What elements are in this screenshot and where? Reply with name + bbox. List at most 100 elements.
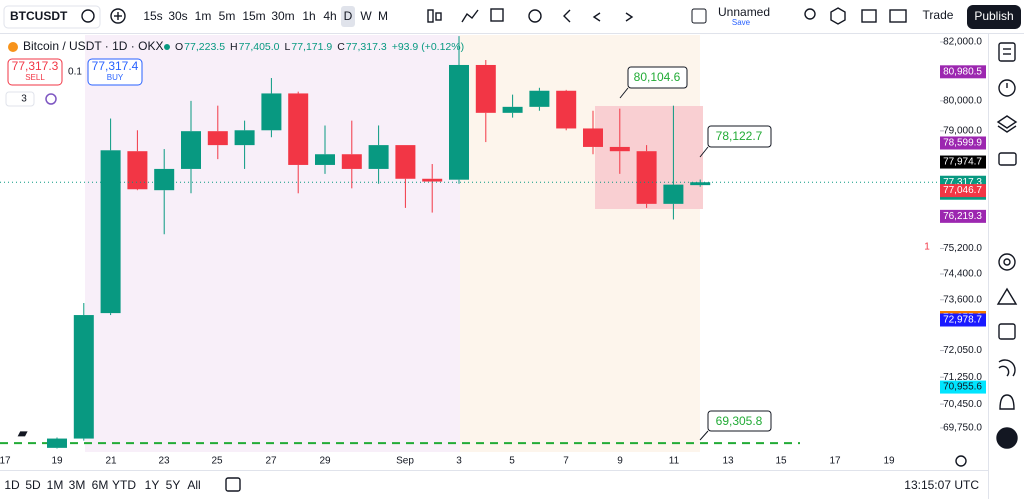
y-tick-label: 73,600.0: [943, 294, 982, 305]
price-label-bg: [940, 136, 986, 150]
price-label-bg: [940, 209, 986, 223]
candle-body: [127, 151, 148, 190]
y-tick-label: 79,000.0: [943, 126, 982, 137]
y-tick-label: 74,400.0: [943, 269, 982, 280]
range-button[interactable]: All: [187, 478, 200, 492]
ohlc-key: H: [230, 41, 238, 53]
range-button[interactable]: 5Y: [166, 478, 181, 492]
indicator-fill: [460, 35, 700, 452]
callout-text: 78,122.7: [716, 129, 763, 143]
chart: 82,000.0 80,000.0 79,000.0 75,200.0 74,400.0…: [0, 36, 986, 467]
ohlc-key: O: [175, 41, 183, 53]
candle-body: [368, 145, 389, 169]
checkbox[interactable]: [691, 8, 707, 24]
sync-icon[interactable]: [45, 93, 57, 105]
candle-body: [47, 438, 67, 448]
settings-icon[interactable]: [955, 455, 967, 467]
x-tick-label: 25: [211, 456, 223, 467]
spread: 0.1: [68, 67, 82, 78]
market-dot: [164, 44, 170, 50]
candle-body: [73, 315, 94, 439]
x-tick-label: 23: [158, 456, 170, 467]
interval[interactable]: 1m: [195, 9, 212, 23]
interval[interactable]: M: [378, 9, 388, 23]
y-tick-label: 75,200.0: [943, 243, 982, 254]
range-button[interactable]: 5D: [25, 478, 41, 492]
clock: 13:15:07 UTC: [904, 478, 979, 492]
price-label-bg: [940, 155, 986, 169]
interval[interactable]: 4h: [323, 9, 336, 23]
publish-label[interactable]: Publish: [974, 9, 1013, 23]
callout-text: 80,104.6: [634, 70, 681, 84]
indicators-toggle[interactable]: [5, 91, 35, 107]
callout-text: 69,305.8: [716, 414, 763, 428]
buy-button[interactable]: [87, 58, 143, 86]
x-tick-label: 9: [617, 456, 623, 467]
candle-body: [234, 130, 255, 146]
interval[interactable]: 30s: [168, 9, 187, 23]
interval-bar: 15s 30s 1m 5m 15m 30m 1h 4h D W M: [143, 6, 388, 27]
price-label: 72,978.7: [943, 315, 982, 326]
interval[interactable]: 15s: [143, 9, 162, 23]
x-tick-label: 13: [722, 456, 734, 467]
callout-box: [627, 66, 688, 89]
interval[interactable]: 30m: [271, 9, 294, 23]
sell-label[interactable]: SELL: [25, 73, 45, 82]
candle-body: [636, 151, 657, 204]
range-button[interactable]: 6M: [92, 478, 109, 492]
callout-box: [707, 410, 772, 432]
x-tick-label: 3: [456, 456, 462, 467]
price-label: 77,317.3: [943, 177, 982, 188]
x-tick-label: 29: [319, 456, 331, 467]
x-tick-label: 19: [51, 456, 63, 467]
candle-body: [583, 128, 603, 147]
sidebar: [996, 42, 1018, 449]
interval[interactable]: 15m: [242, 9, 265, 23]
layout-name[interactable]: Unnamed: [718, 5, 770, 19]
candle-body: [315, 154, 335, 165]
price-label: 80,980.5: [943, 66, 982, 77]
price-label: 76,219.3: [943, 211, 982, 222]
candle-body: [181, 131, 201, 169]
candle-body: [609, 146, 630, 152]
range-button[interactable]: 1Y: [145, 478, 160, 492]
symbol-search[interactable]: [3, 5, 101, 29]
y-tick-label: 69,750.0: [943, 423, 982, 434]
ohlc-value: 77,223.5: [184, 41, 225, 53]
candle-body: [556, 90, 577, 129]
symbol[interactable]: BTCUSDT: [10, 9, 68, 23]
alert-marker: 1: [924, 242, 930, 253]
range-button[interactable]: 1M: [47, 478, 64, 492]
buy-label[interactable]: BUY: [107, 73, 124, 82]
callout-pointer: [619, 87, 629, 99]
y-tick-label: 82,000.0: [943, 37, 982, 48]
interval[interactable]: W: [360, 9, 372, 23]
trade-button[interactable]: Trade: [923, 8, 954, 22]
range-button[interactable]: 1D: [4, 478, 20, 492]
indicators-count[interactable]: 3: [21, 94, 27, 105]
interval[interactable]: 5m: [219, 9, 236, 23]
ohlc-value: 77,317.3: [346, 41, 387, 53]
x-tick-label: Sep: [396, 456, 414, 467]
buy-price[interactable]: 77,317.4: [92, 59, 139, 73]
range-button[interactable]: YTD: [112, 478, 136, 492]
interval[interactable]: D: [344, 9, 353, 23]
date-range-icon[interactable]: [225, 477, 241, 492]
candle-body: [663, 184, 684, 204]
y-tick-label: 72,050.0: [943, 345, 982, 356]
x-tick-label: 5: [509, 456, 515, 467]
sell-button[interactable]: [7, 58, 63, 86]
price-label: 77,974.7: [943, 157, 982, 168]
candle-body: [502, 106, 523, 113]
candle-body: [288, 93, 309, 165]
save[interactable]: Save: [732, 18, 751, 27]
sell-price[interactable]: 77,317.3: [12, 59, 59, 73]
x-tick-label: 7: [563, 456, 569, 467]
range-button[interactable]: 3M: [69, 478, 86, 492]
callout-box: [707, 125, 772, 148]
interval[interactable]: 1h: [302, 9, 315, 23]
callout-pointer: [699, 146, 709, 158]
toolbar-icons: [81, 7, 907, 25]
x-tick-label: 11: [669, 456, 680, 467]
publish-button[interactable]: [967, 5, 1021, 29]
